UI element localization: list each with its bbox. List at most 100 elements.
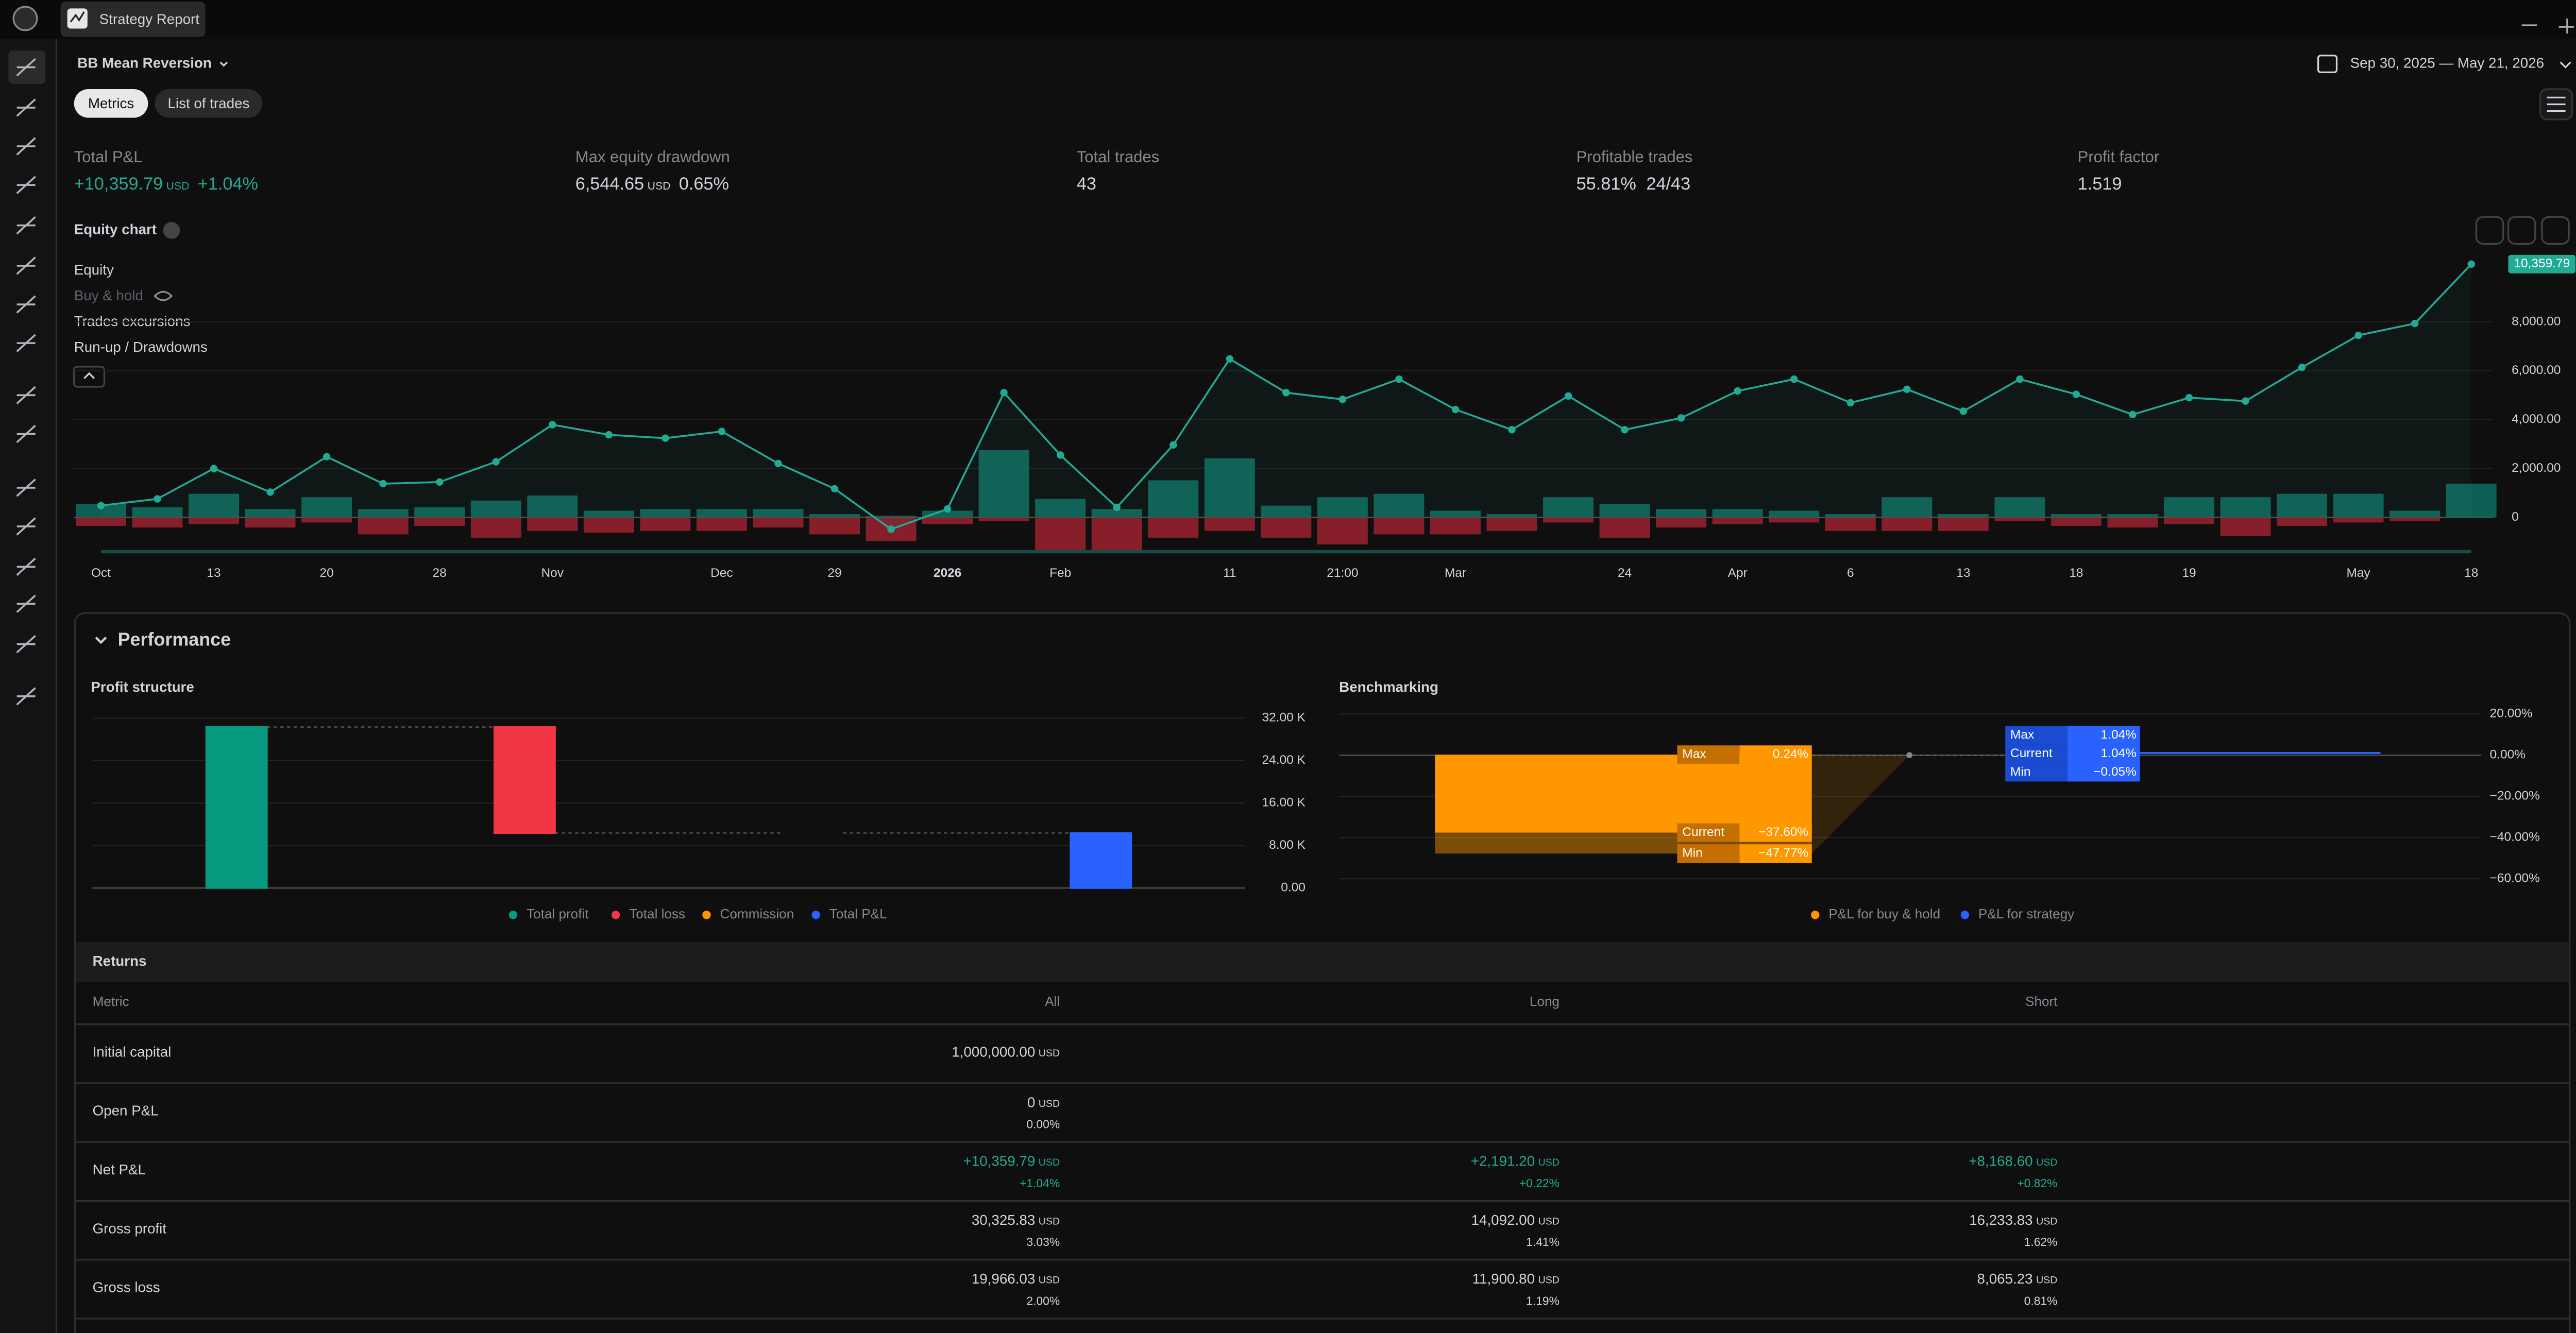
tool-icon[interactable]	[16, 216, 36, 235]
collapse-icon[interactable]	[95, 637, 107, 644]
legend-toggle[interactable]: Trades excursions	[74, 313, 191, 329]
x-tick-label: May	[2347, 566, 2371, 580]
y-tick-label: 0.00%	[2490, 748, 2526, 762]
metric-ratio: 24/43	[1646, 174, 1690, 194]
legend-toggle[interactable]: Run-up / Drawdowns	[74, 339, 208, 355]
tab-list-of-trades[interactable]	[155, 89, 263, 118]
cell-percent: 1.62%	[2024, 1235, 2058, 1249]
cell-value: 0	[1027, 1094, 1035, 1110]
runup-bar	[132, 507, 183, 518]
drawdown-bar	[1994, 517, 2045, 521]
tab[interactable]	[60, 2, 206, 37]
y-tick-label: 0	[2512, 510, 2519, 524]
snapshot-button[interactable]	[2507, 216, 2536, 245]
tool-icon[interactable]	[16, 58, 36, 77]
legend-label: Commission	[720, 906, 794, 921]
tool-icon[interactable]	[16, 334, 36, 352]
tool-icon[interactable]	[16, 98, 36, 117]
x-tick-label: Feb	[1049, 566, 1071, 580]
equity-area	[100, 264, 2471, 529]
date-range[interactable]: Sep 30, 2025 — May 21, 2026	[2350, 55, 2544, 71]
column-header: Long	[1530, 994, 1560, 1009]
settings-button[interactable]	[2475, 216, 2504, 245]
metric-value: 6,544.65	[575, 174, 644, 194]
x-tick-label: 24	[1618, 566, 1632, 580]
equity-point	[2072, 390, 2080, 398]
column-header: Metric	[93, 994, 129, 1009]
cell-unit: USD	[1538, 1275, 1560, 1286]
cell-percent: 3.03%	[1026, 1235, 1060, 1249]
tool-icon[interactable]	[16, 687, 36, 706]
drawdown-bar	[2050, 517, 2102, 526]
column-header: All	[1045, 994, 1060, 1009]
cell-value: 8,065.23	[1977, 1271, 2033, 1287]
collapse-legend-button[interactable]	[73, 366, 106, 388]
equity-point	[2298, 364, 2306, 371]
drawdown-bar	[1486, 517, 1537, 531]
stat-value: 1.04%	[2101, 746, 2137, 760]
tool-icon[interactable]	[16, 557, 36, 576]
runup-bar	[301, 497, 352, 518]
drawdown-bar	[245, 517, 296, 528]
cell-unit: USD	[1039, 1275, 1060, 1286]
drawdown-bar	[1374, 517, 1425, 535]
tool-icon[interactable]	[16, 295, 36, 314]
tool-icon[interactable]	[16, 424, 36, 443]
runup-bar	[1317, 497, 1368, 518]
tool-icon[interactable]	[16, 635, 36, 654]
app-logo[interactable]	[12, 6, 38, 31]
tab-title: Strategy Report	[99, 11, 200, 27]
drawdown-bar	[2220, 517, 2271, 536]
x-tick-label: 28	[433, 566, 447, 580]
tool-icon[interactable]	[16, 386, 36, 404]
equity-point	[492, 458, 500, 466]
drawdown-bar	[1148, 517, 1199, 538]
x-tick-label: 29	[827, 566, 841, 580]
legend-label: P&L for strategy	[1978, 906, 2074, 921]
maximize-button[interactable]	[2558, 18, 2574, 34]
runup-bar	[1825, 514, 1876, 518]
tool-icon[interactable]	[16, 176, 36, 194]
cell-unit: USD	[1039, 1216, 1060, 1227]
drawdown-bar	[1261, 517, 1312, 538]
x-tick-label: 18	[2464, 566, 2478, 580]
metric-label: Max equity drawdown	[575, 148, 730, 166]
tool-icon[interactable]	[16, 594, 36, 613]
help-icon[interactable]	[163, 222, 180, 239]
equity-point	[323, 453, 331, 460]
tool-icon[interactable]	[16, 257, 36, 275]
tool-icon[interactable]	[16, 137, 36, 156]
x-tick-label: Nov	[541, 566, 564, 580]
equity-point	[1846, 399, 1854, 407]
cell-percent: 1.19%	[1526, 1294, 1560, 1307]
cell-value: 16,233.83	[1969, 1212, 2032, 1228]
stat-value-box	[2067, 726, 2140, 745]
column-header: Short	[2025, 994, 2058, 1009]
legend-toggle[interactable]: Buy & hold	[74, 287, 143, 303]
stat-value: 1.04%	[2101, 728, 2137, 742]
drawdown-bar	[301, 517, 352, 523]
runup-bar	[1938, 514, 1989, 518]
drawdown-bar	[1769, 517, 1820, 523]
metric-value: 43	[1077, 174, 1096, 194]
fullscreen-button[interactable]	[2541, 216, 2570, 245]
tool-icon[interactable]	[16, 478, 36, 497]
cell-unit: USD	[1039, 1098, 1060, 1109]
runup-bar	[2164, 497, 2214, 518]
left-sidebar	[0, 39, 56, 1333]
row-label: Gross profit	[93, 1220, 167, 1236]
legend-toggle[interactable]: Equity	[74, 262, 114, 278]
drawdown-bar	[1091, 517, 1142, 552]
eye-icon[interactable]	[154, 290, 173, 301]
cell-unit: USD	[1039, 1157, 1060, 1168]
stat-name-box	[2005, 763, 2068, 782]
drawdown-bar	[1035, 517, 1086, 552]
runup-bar	[1091, 509, 1142, 518]
drawdown-bar	[753, 517, 804, 528]
strategy-name[interactable]: BB Mean Reversion	[77, 55, 212, 71]
top-bar	[0, 0, 2576, 39]
metric-percent: 0.65%	[679, 174, 729, 194]
waterfall-bar	[1070, 832, 1132, 889]
tool-icon[interactable]	[16, 517, 36, 536]
tab-metrics[interactable]	[74, 89, 148, 118]
